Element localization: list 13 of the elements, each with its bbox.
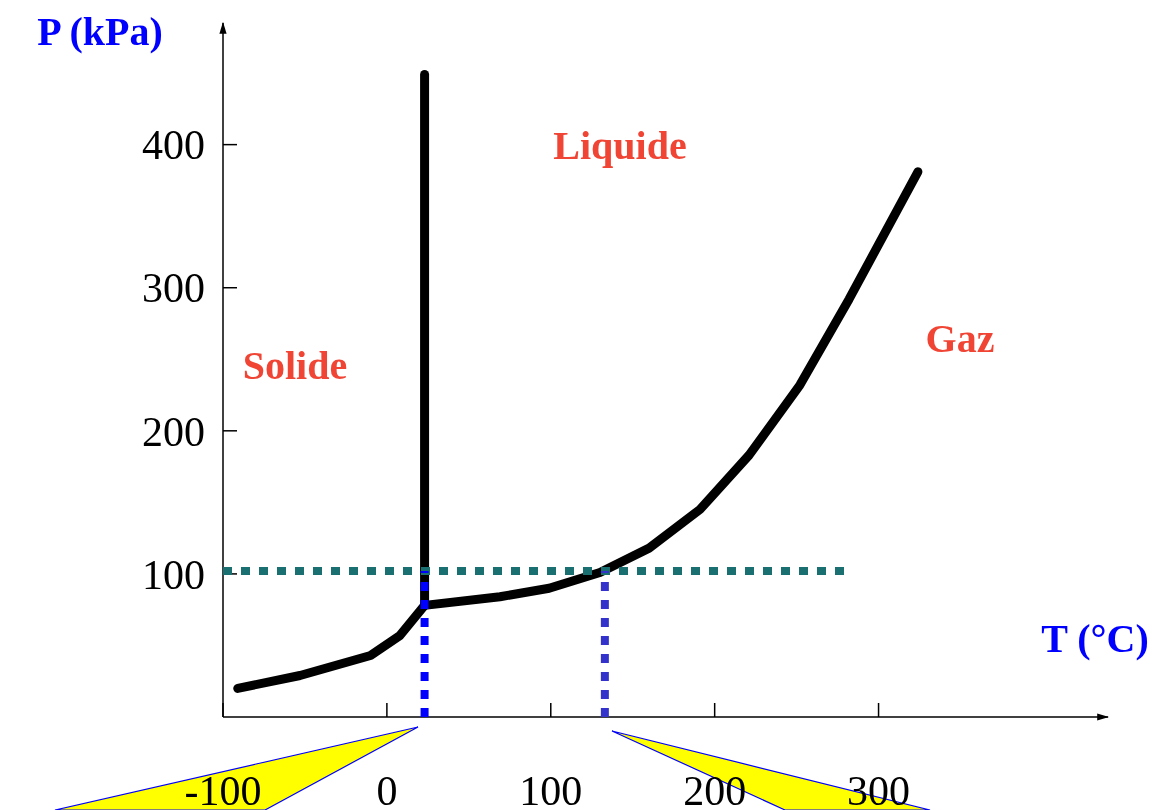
- annotation: Solide: [242, 343, 348, 388]
- y-tick-label: 400: [142, 122, 205, 169]
- x-axis-title: T (°C): [1041, 616, 1149, 661]
- annotation: Liquide: [553, 123, 687, 168]
- x-tick-label: 100: [519, 768, 583, 810]
- y-tick-label: 200: [142, 408, 205, 455]
- annotation: Gaz: [925, 316, 995, 361]
- x-tick-label: -100: [184, 768, 262, 810]
- x-tick-label: 0: [376, 768, 398, 810]
- x-tick-label: 200: [683, 768, 747, 810]
- y-tick-label: 100: [142, 551, 205, 598]
- y-tick-label: 300: [142, 265, 205, 312]
- y-axis-title: P (kPa): [37, 9, 163, 54]
